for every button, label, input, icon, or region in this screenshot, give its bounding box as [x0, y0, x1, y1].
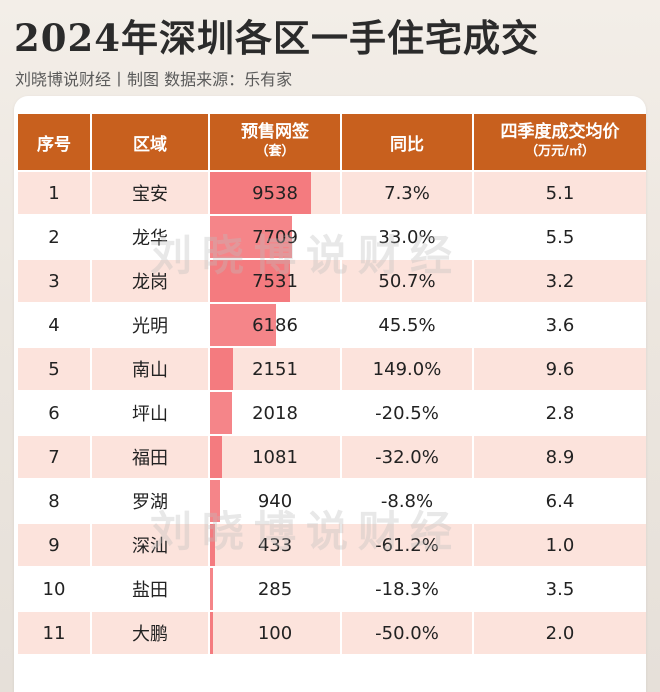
district-cell: 龙岗	[92, 260, 208, 302]
sales-bar	[210, 436, 222, 478]
yoy-cell: -50.0%	[342, 612, 472, 654]
yoy-cell: -32.0%	[342, 436, 472, 478]
price-cell: 3.5	[474, 568, 646, 610]
sales-cell: 7531	[210, 260, 340, 302]
price-cell: 1.0	[474, 524, 646, 566]
header-rank: 序号	[18, 114, 90, 170]
table-header-row: 序号 区域 预售网签 （套） 同比 四季度成交均价 （万元/㎡）	[18, 114, 646, 170]
district-cell: 罗湖	[92, 480, 208, 522]
table-row: 4 光明 6186 45.5% 3.6	[18, 304, 646, 346]
table-row: 6 坪山 2018 -20.5% 2.8	[18, 392, 646, 434]
table-row: 9 深汕 433 -61.2% 1.0	[18, 524, 646, 566]
rank-cell: 9	[18, 524, 90, 566]
district-cell: 光明	[92, 304, 208, 346]
rank-cell: 10	[18, 568, 90, 610]
yoy-cell: -18.3%	[342, 568, 472, 610]
chart-title: 2024年深圳各区一手住宅成交	[14, 16, 539, 60]
sales-value: 285	[257, 578, 293, 600]
table-body: 1 宝安 9538 7.3% 5.1 2 龙华 7709 33.0% 5.5 3 龙岗 7531 50.7…	[18, 172, 646, 654]
rank-cell: 4	[18, 304, 90, 346]
header-district: 区域	[92, 114, 208, 170]
district-cell: 福田	[92, 436, 208, 478]
sales-bar	[210, 348, 233, 390]
table-row: 7 福田 1081 -32.0% 8.9	[18, 436, 646, 478]
header-price: 四季度成交均价 （万元/㎡）	[474, 114, 646, 170]
sales-value: 2151	[252, 358, 298, 380]
sales-cell: 2151	[210, 348, 340, 390]
price-cell: 2.8	[474, 392, 646, 434]
price-cell: 8.9	[474, 436, 646, 478]
sales-bar	[210, 260, 291, 302]
sales-bar	[210, 172, 312, 214]
price-cell: 5.5	[474, 216, 646, 258]
table-row: 5 南山 2151 149.0% 9.6	[18, 348, 646, 390]
district-cell: 宝安	[92, 172, 208, 214]
yoy-cell: 7.3%	[342, 172, 472, 214]
sales-bar	[210, 304, 276, 346]
rank-cell: 1	[18, 172, 90, 214]
district-cell: 深汕	[92, 524, 208, 566]
rank-cell: 3	[18, 260, 90, 302]
yoy-cell: -8.8%	[342, 480, 472, 522]
district-cell: 大鹏	[92, 612, 208, 654]
price-cell: 5.1	[474, 172, 646, 214]
yoy-cell: 50.7%	[342, 260, 472, 302]
header-yoy: 同比	[342, 114, 472, 170]
header-sales: 预售网签 （套）	[210, 114, 340, 170]
sales-cell: 2018	[210, 392, 340, 434]
table-row: 10 盐田 285 -18.3% 3.5	[18, 568, 646, 610]
rank-cell: 11	[18, 612, 90, 654]
rank-cell: 8	[18, 480, 90, 522]
price-cell: 3.6	[474, 304, 646, 346]
yoy-cell: -20.5%	[342, 392, 472, 434]
table-row: 3 龙岗 7531 50.7% 3.2	[18, 260, 646, 302]
rank-cell: 7	[18, 436, 90, 478]
sales-value: 1081	[252, 446, 298, 468]
district-cell: 南山	[92, 348, 208, 390]
sales-cell: 940	[210, 480, 340, 522]
sales-cell: 433	[210, 524, 340, 566]
sales-value: 7531	[252, 270, 298, 292]
sales-value: 2018	[252, 402, 298, 424]
sales-bar	[210, 568, 213, 610]
sales-bar	[210, 480, 220, 522]
sales-cell: 7709	[210, 216, 340, 258]
sales-cell: 6186	[210, 304, 340, 346]
table-row: 1 宝安 9538 7.3% 5.1	[18, 172, 646, 214]
table-row: 11 大鹏 100 -50.0% 2.0	[18, 612, 646, 654]
sales-bar	[210, 216, 292, 258]
sales-value: 433	[257, 534, 293, 556]
sales-cell: 9538	[210, 172, 340, 214]
sales-value: 9538	[252, 182, 298, 204]
price-cell: 3.2	[474, 260, 646, 302]
rank-cell: 2	[18, 216, 90, 258]
rank-cell: 6	[18, 392, 90, 434]
sales-bar	[210, 392, 232, 434]
rank-cell: 5	[18, 348, 90, 390]
table-row: 8 罗湖 940 -8.8% 6.4	[18, 480, 646, 522]
price-cell: 6.4	[474, 480, 646, 522]
sales-cell: 285	[210, 568, 340, 610]
yoy-cell: -61.2%	[342, 524, 472, 566]
sales-value: 940	[257, 490, 293, 512]
data-table: 序号 区域 预售网签 （套） 同比 四季度成交均价 （万元/㎡） 1 宝安 9538…	[16, 112, 648, 656]
sales-value: 100	[257, 622, 293, 644]
sales-value: 7709	[252, 226, 298, 248]
district-cell: 盐田	[92, 568, 208, 610]
price-cell: 9.6	[474, 348, 646, 390]
sales-cell: 1081	[210, 436, 340, 478]
yoy-cell: 149.0%	[342, 348, 472, 390]
chart-subtitle: 刘晓博说财经丨制图 数据来源：乐有家	[15, 70, 293, 89]
district-cell: 龙华	[92, 216, 208, 258]
sales-value: 6186	[252, 314, 298, 336]
sales-cell: 100	[210, 612, 340, 654]
yoy-cell: 45.5%	[342, 304, 472, 346]
sales-bar	[210, 524, 215, 566]
yoy-cell: 33.0%	[342, 216, 472, 258]
price-cell: 2.0	[474, 612, 646, 654]
district-cell: 坪山	[92, 392, 208, 434]
sales-bar	[210, 612, 213, 654]
table-row: 2 龙华 7709 33.0% 5.5	[18, 216, 646, 258]
